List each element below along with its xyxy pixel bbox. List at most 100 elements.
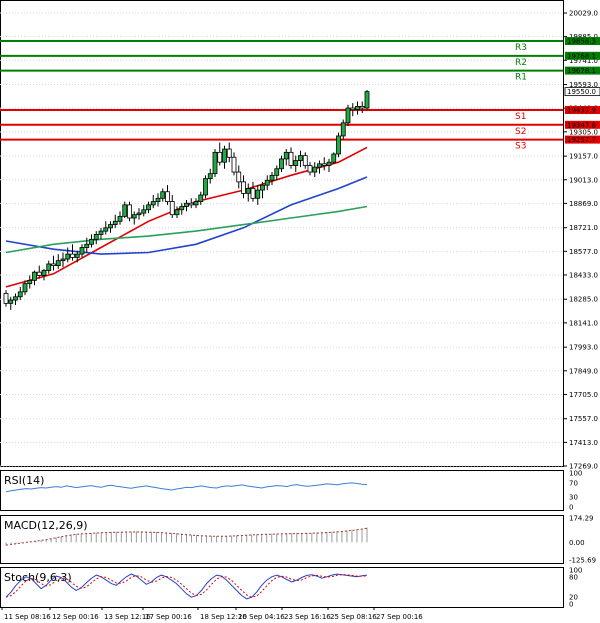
- indicator-frame-1: [0, 515, 564, 564]
- candle-body-up: [179, 206, 185, 211]
- pivot-price-label: 19858.3: [567, 38, 596, 46]
- candle: [345, 104, 351, 127]
- moving-average-line: [5, 205, 368, 254]
- candle-body-up: [174, 209, 180, 216]
- pivot-levels: R3 19858.3 R2 19768.1 R1 19678.1 S1 19437.9 S2 19…: [0, 37, 600, 152]
- candle: [331, 152, 337, 164]
- indicator-tick-label: 100: [569, 567, 582, 575]
- x-tick-label: 12 Sep 00:16: [52, 613, 99, 621]
- candle: [359, 101, 365, 113]
- candle-body-up: [84, 243, 90, 248]
- candle-body-up: [98, 230, 104, 235]
- candle: [3, 290, 9, 307]
- candle: [179, 203, 185, 215]
- candle: [274, 165, 280, 181]
- x-tick-label: 27 Sep 00:16: [376, 613, 423, 621]
- candle: [293, 155, 299, 173]
- indicator-tick-label: 80: [569, 573, 578, 581]
- last-price-box: [564, 87, 600, 97]
- candle: [84, 237, 90, 253]
- candle-body-down: [288, 151, 294, 166]
- candle: [184, 199, 189, 212]
- candle: [340, 119, 346, 140]
- candle: [198, 191, 204, 205]
- candle-body-up: [103, 227, 109, 232]
- candles: [3, 89, 370, 310]
- indicator-tick-label: -125.69: [569, 557, 596, 565]
- candle-body-up: [55, 260, 61, 266]
- candle-body-up: [93, 234, 99, 240]
- pivot-name-s3: S3: [515, 142, 526, 152]
- candle-body-up: [264, 179, 270, 186]
- candle: [122, 201, 128, 218]
- candle-body-up: [274, 168, 280, 176]
- candle-body-up: [184, 202, 189, 207]
- candle: [260, 181, 265, 199]
- candle: [302, 152, 308, 169]
- indicator-title: MACD(12,26,9): [4, 519, 88, 532]
- candle: [350, 103, 356, 117]
- candle: [298, 150, 303, 168]
- candle: [207, 168, 213, 184]
- y-tick-label: 19157.0: [569, 153, 598, 161]
- candle-body-up: [22, 283, 28, 293]
- x-tick-label: 20 Sep 04:16: [238, 613, 285, 621]
- candle: [141, 204, 147, 217]
- candle: [217, 142, 223, 166]
- pivot-price-box: [565, 37, 600, 46]
- candle: [250, 181, 256, 202]
- candle: [283, 149, 289, 166]
- indicator-tick-label: 0.00: [569, 539, 585, 547]
- candle-body-up: [293, 160, 299, 166]
- candle-body-up: [255, 189, 261, 199]
- candle-body-up: [79, 247, 85, 255]
- candle-body-up: [298, 155, 303, 161]
- y-tick-label: 17849.0: [569, 367, 598, 375]
- pivot-price-label: 19257.7: [567, 136, 596, 144]
- candle: [212, 149, 218, 177]
- candle-body-down: [231, 156, 237, 173]
- candle-body-up: [212, 151, 218, 175]
- candle: [279, 155, 284, 173]
- candle-body-up: [193, 201, 199, 206]
- x-tick-label: 17 Sep 00:16: [145, 613, 192, 621]
- candle-body-up: [336, 135, 341, 155]
- x-tick-label: 11 Sep 08:16: [4, 613, 51, 621]
- y-tick-label: 17413.0: [569, 439, 598, 447]
- y-grid: [0, 12, 563, 467]
- indicator-frame-0: [0, 470, 564, 511]
- candle: [165, 185, 170, 205]
- candle: [36, 265, 42, 279]
- candle-body-down: [70, 253, 75, 258]
- candle-body-down: [321, 163, 327, 166]
- candle-body-down: [217, 151, 223, 163]
- candle: [60, 252, 66, 268]
- pivot-price-box: [565, 66, 600, 75]
- macd-signal-line: [5, 527, 368, 546]
- candle: [74, 250, 80, 263]
- candle: [13, 293, 18, 305]
- candle: [317, 160, 322, 174]
- candle-body-up: [312, 166, 318, 173]
- candle-body-up: [355, 105, 360, 111]
- stoch-signal-line: [5, 574, 368, 598]
- pivot-price-box: [565, 135, 600, 144]
- indicator-tick-label: 174.29: [569, 515, 594, 523]
- candle-body-up: [326, 161, 332, 166]
- candle: [65, 247, 71, 263]
- candle-body-up: [41, 270, 47, 276]
- indicator-panel: RSI(14) 100 70 30 0: [4, 470, 582, 512]
- candle: [288, 147, 294, 169]
- candle-body-up: [74, 253, 80, 258]
- candle: [193, 198, 199, 209]
- indicator-panel: MACD(12,26,9) 174.29 0.00 -125.69: [4, 515, 596, 565]
- candle: [89, 234, 94, 248]
- y-tick-label: 17993.0: [569, 344, 598, 352]
- pivot-name-r2: R2: [515, 58, 527, 68]
- pivot-price-label: 19768.1: [567, 52, 596, 60]
- candle-body-up: [136, 212, 142, 216]
- candle-body-down: [169, 201, 175, 216]
- candle-body-down: [127, 204, 132, 219]
